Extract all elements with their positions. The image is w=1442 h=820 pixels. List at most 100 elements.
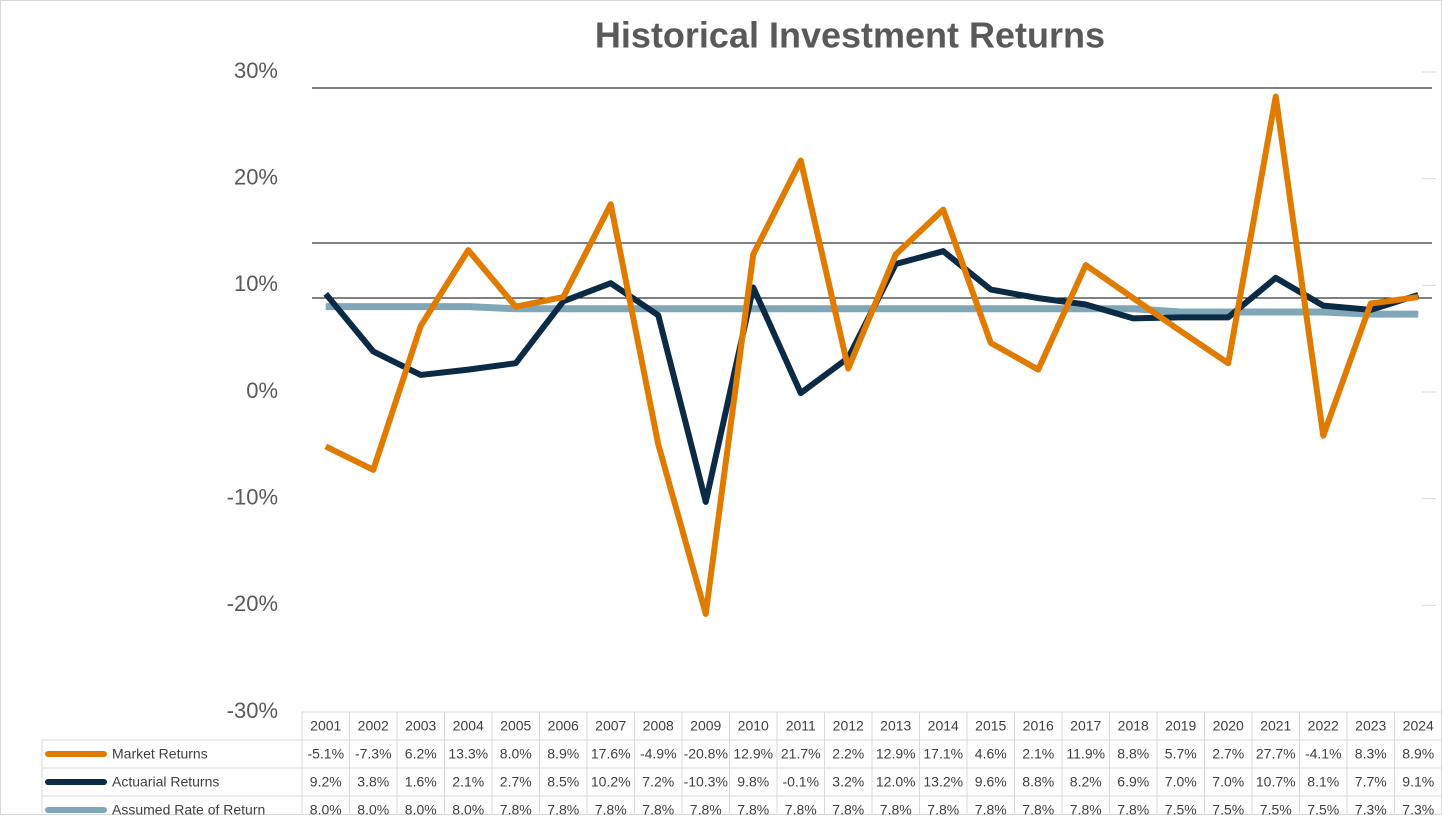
data-label: 6.2% — [405, 746, 437, 762]
data-label: -5.1% — [307, 746, 344, 762]
x-tick-label: 2002 — [358, 718, 389, 734]
x-tick-label: 2004 — [453, 718, 484, 734]
data-label: 8.3% — [1355, 746, 1387, 762]
data-label: 7.8% — [1022, 802, 1054, 815]
chart-title: Historical Investment Returns — [595, 15, 1105, 56]
data-label: 2.2% — [832, 746, 864, 762]
y-tick-label: -20% — [227, 591, 278, 616]
x-tick-label: 2006 — [548, 718, 579, 734]
x-tick-label: 2005 — [500, 718, 531, 734]
data-label: 10.7% — [1256, 774, 1296, 790]
data-label: 8.0% — [405, 802, 437, 815]
data-label: 12.0% — [876, 774, 916, 790]
data-label: -0.1% — [782, 774, 819, 790]
x-tick-label: 2007 — [595, 718, 626, 734]
data-label: -4.9% — [640, 746, 677, 762]
data-label: 12.9% — [876, 746, 916, 762]
y-tick-label: 10% — [234, 271, 278, 296]
data-label: 12.9% — [733, 746, 773, 762]
data-label: -4.1% — [1305, 746, 1342, 762]
data-label: -10.3% — [684, 774, 728, 790]
x-tick-label: 2020 — [1213, 718, 1244, 734]
data-label: 7.5% — [1260, 802, 1292, 815]
data-label: 8.9% — [547, 746, 579, 762]
data-label: 7.8% — [500, 802, 532, 815]
data-label: 13.3% — [448, 746, 488, 762]
data-label: 3.2% — [832, 774, 864, 790]
y-tick-label: -10% — [227, 484, 278, 509]
data-label: 8.0% — [500, 746, 532, 762]
x-tick-label: 2009 — [690, 718, 721, 734]
data-label: 8.8% — [1117, 746, 1149, 762]
data-label: 7.3% — [1402, 802, 1434, 815]
x-tick-label: 2018 — [1118, 718, 1149, 734]
x-tick-label: 2012 — [833, 718, 864, 734]
data-label: 8.0% — [310, 802, 342, 815]
data-label: 7.8% — [737, 802, 769, 815]
data-label: 7.2% — [642, 774, 674, 790]
data-label: 9.8% — [737, 774, 769, 790]
data-label: 7.0% — [1165, 774, 1197, 790]
x-tick-label: 2019 — [1165, 718, 1196, 734]
data-label: 13.2% — [923, 774, 963, 790]
x-tick-label: 2010 — [738, 718, 769, 734]
data-label: 9.1% — [1402, 774, 1434, 790]
x-tick-label: 2014 — [928, 718, 959, 734]
data-label: 2.1% — [452, 774, 484, 790]
x-tick-label: 2011 — [786, 718, 816, 734]
data-label: 7.5% — [1165, 802, 1197, 815]
x-tick-label: 2023 — [1355, 718, 1386, 734]
data-label: 7.8% — [785, 802, 817, 815]
data-label: 8.0% — [357, 802, 389, 815]
data-label: 27.7% — [1256, 746, 1296, 762]
data-label: 7.8% — [547, 802, 579, 815]
data-label: 8.0% — [452, 802, 484, 815]
data-label: 10.2% — [591, 774, 631, 790]
data-label: 1.6% — [405, 774, 437, 790]
data-label: 7.5% — [1307, 802, 1339, 815]
x-tick-label: 2003 — [405, 718, 436, 734]
data-label: 8.1% — [1307, 774, 1339, 790]
x-tick-label: 2022 — [1308, 718, 1339, 734]
y-tick-label: 30% — [234, 58, 278, 83]
data-label: 7.8% — [642, 802, 674, 815]
data-label: 17.6% — [591, 746, 631, 762]
data-label: 2.1% — [1022, 746, 1054, 762]
data-label: 2.7% — [1212, 746, 1244, 762]
x-tick-label: 2016 — [1023, 718, 1054, 734]
data-label: 6.9% — [1117, 774, 1149, 790]
x-tick-label: 2013 — [880, 718, 911, 734]
x-tick-label: 2015 — [975, 718, 1006, 734]
data-label: 7.8% — [595, 802, 627, 815]
data-label: 7.8% — [880, 802, 912, 815]
x-tick-label: 2021 — [1260, 718, 1291, 734]
x-tick-label: 2024 — [1403, 718, 1434, 734]
data-label: 5.7% — [1165, 746, 1197, 762]
data-label: -7.3% — [355, 746, 392, 762]
data-label: 21.7% — [781, 746, 821, 762]
data-label: 7.8% — [975, 802, 1007, 815]
x-tick-label: 2017 — [1070, 718, 1101, 734]
data-label: 7.8% — [1117, 802, 1149, 815]
data-label: 9.2% — [310, 774, 342, 790]
y-tick-label: 20% — [234, 164, 278, 189]
data-label: 8.9% — [1402, 746, 1434, 762]
data-label: 7.0% — [1212, 774, 1244, 790]
data-label: 7.8% — [1070, 802, 1102, 815]
legend-label: Actuarial Returns — [112, 774, 219, 790]
data-label: 7.8% — [690, 802, 722, 815]
x-tick-label: 2008 — [643, 718, 674, 734]
data-label: 17.1% — [923, 746, 963, 762]
data-label: 2.7% — [500, 774, 532, 790]
data-label: 9.6% — [975, 774, 1007, 790]
data-label: 4.6% — [975, 746, 1007, 762]
data-label: 3.8% — [357, 774, 389, 790]
legend-label: Market Returns — [112, 746, 208, 762]
legend-label: Assumed Rate of Return — [112, 802, 265, 815]
x-tick-label: 2001 — [310, 718, 341, 734]
data-label: -20.8% — [684, 746, 728, 762]
data-label: 7.8% — [832, 802, 864, 815]
data-label: 7.3% — [1355, 802, 1387, 815]
